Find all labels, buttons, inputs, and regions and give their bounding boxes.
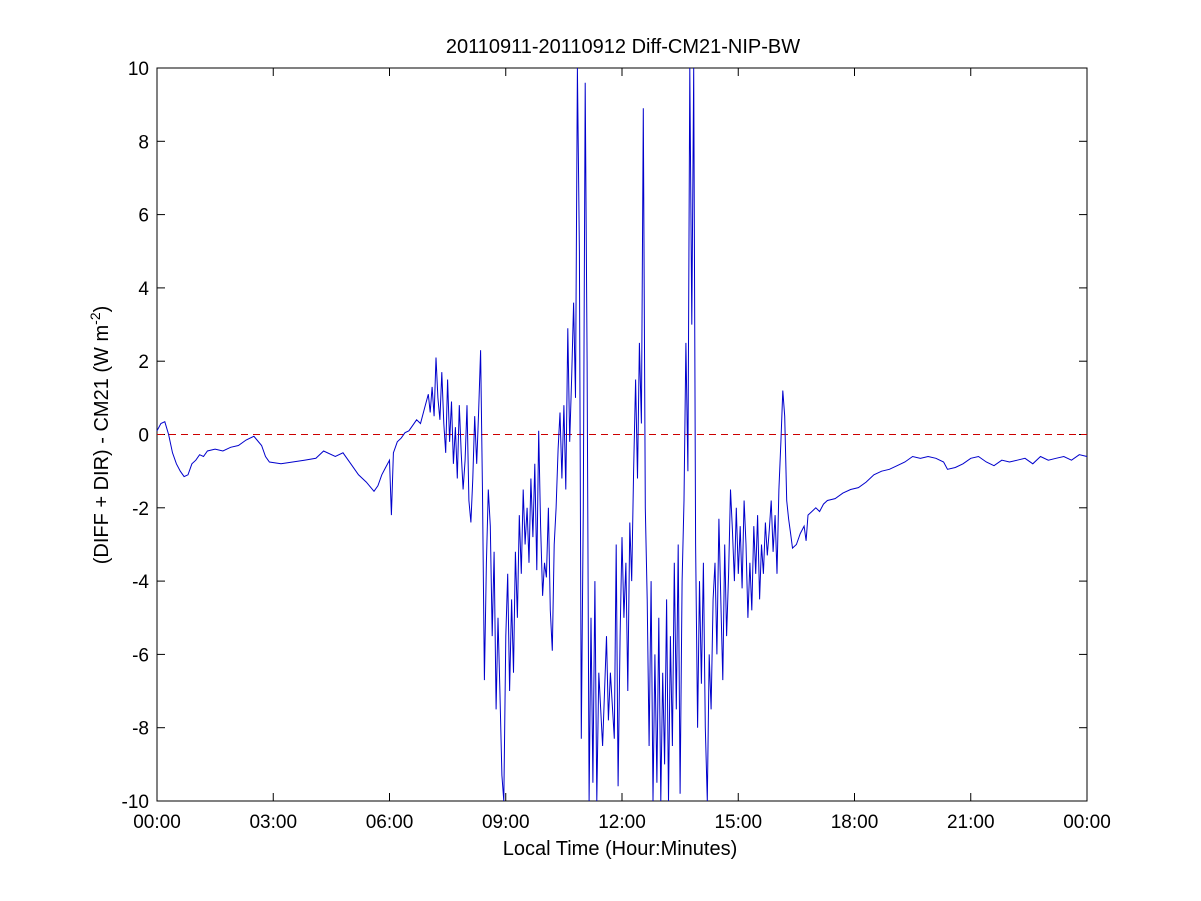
y-tick-label: 0 [138,426,149,447]
y-tick-label: -4 [132,572,149,593]
y-tick-label: 2 [138,352,149,373]
y-tick-label: 4 [138,279,149,300]
x-tick-label: 03:00 [249,812,297,833]
x-tick-label: 00:00 [1063,812,1111,833]
x-tick-labels: 00:00 03:00 06:00 09:00 12:00 15:00 18:00 21:00… [133,812,1111,833]
y-tick-label: 6 [138,206,149,227]
x-tick-label: 06:00 [366,812,414,833]
x-tick-label: 15:00 [714,812,762,833]
x-axis-label: Local Time (Hour:Minutes) [503,838,738,860]
y-axis-label-superscript: -2 [87,312,103,325]
x-tick-label: 09:00 [482,812,530,833]
x-tick-label: 21:00 [947,812,995,833]
y-axis-label: (DIFF + DIR) - CM21 (W m-2) [87,306,113,565]
y-tick-label: -6 [132,645,149,666]
series-line [156,67,1088,802]
y-axis-label-main: (DIFF + DIR) - CM21 (W m [91,325,113,564]
y-axis-label-close: ) [91,306,113,313]
plot-area [156,67,1088,802]
axis-ticks [156,67,1088,802]
y-tick-label: -2 [132,499,149,520]
x-tick-label: 00:00 [133,812,181,833]
y-tick-label: 8 [138,132,149,153]
y-tick-label: -8 [132,719,149,740]
chart-title: 20110911-20110912 Diff-CM21-NIP-BW [446,36,800,58]
x-tick-label: 18:00 [831,812,879,833]
y-tick-labels: -10 -8 -6 -4 -2 0 2 4 6 8 10 [122,59,150,813]
x-tick-label: 12:00 [598,812,646,833]
y-tick-label: 10 [128,59,149,80]
y-tick-label: -10 [122,792,149,813]
